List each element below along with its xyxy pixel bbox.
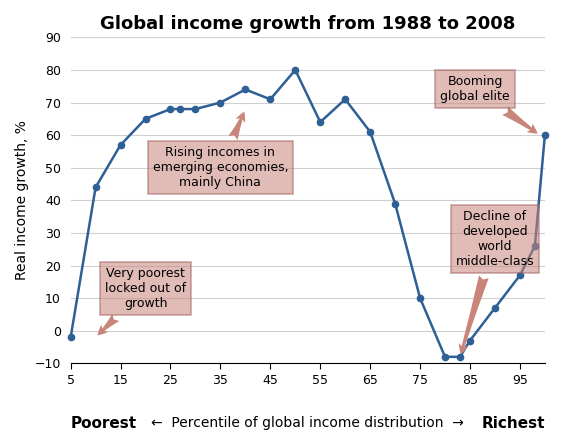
Text: Rising incomes in
emerging economies,
mainly China: Rising incomes in emerging economies, ma… xyxy=(153,111,288,189)
Text: Decline of
developed
world
middle-class: Decline of developed world middle-class xyxy=(455,210,534,354)
Text: Very poorest
locked out of
growth: Very poorest locked out of growth xyxy=(97,267,186,335)
Text: Booming
global elite: Booming global elite xyxy=(440,76,538,133)
Text: Poorest: Poorest xyxy=(70,416,137,431)
Y-axis label: Real income growth, %: Real income growth, % xyxy=(15,121,29,280)
Text: ←  Percentile of global income distribution  →: ← Percentile of global income distributi… xyxy=(151,416,464,430)
Title: Global income growth from 1988 to 2008: Global income growth from 1988 to 2008 xyxy=(100,15,516,33)
Text: Richest: Richest xyxy=(481,416,545,431)
